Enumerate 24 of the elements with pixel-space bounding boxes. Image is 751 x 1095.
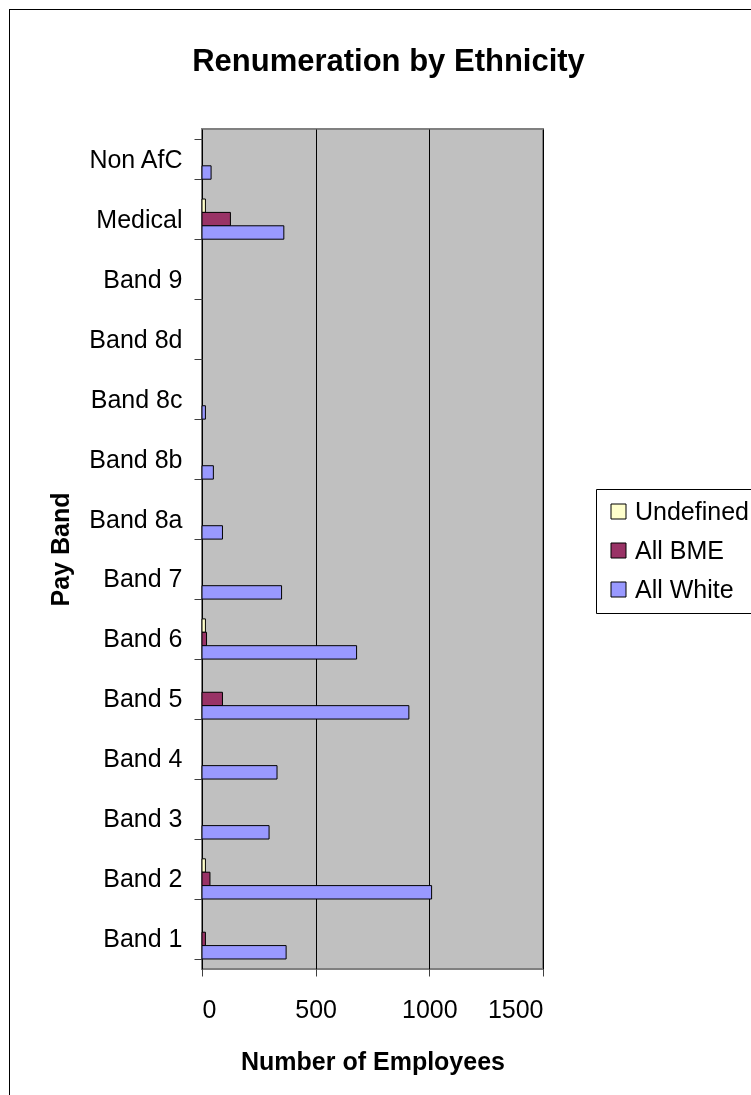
y-tick-label: Band 9 [103,264,183,293]
legend-label: Undefined [635,496,749,525]
x-axis-title: Number of Employees [241,1046,505,1075]
x-tick-label: 1000 [402,994,458,1023]
y-tick-label: Band 3 [103,804,183,833]
y-tick-label: Non AfC [89,144,183,173]
x-tick-label: 0 [202,994,217,1023]
y-tick-label: Band 8c [90,384,183,413]
x-tick-label: 1500 [487,994,544,1023]
y-tick-label: Band 4 [103,744,183,773]
y-tick-label: Band 6 [103,624,183,653]
y-tick-label: Band 1 [103,924,183,953]
y-axis-title: Pay Band [45,492,74,607]
chart-title: Renumeration by Ethnicity [192,43,586,78]
y-tick-label: Medical [96,204,183,233]
y-tick-label: Band 8b [89,444,183,473]
y-tick-label: Band 5 [103,684,183,713]
legend-label: All BME [635,535,724,564]
y-tick-label: Band 8d [89,324,183,353]
y-tick-label: Band 7 [103,564,183,593]
y-tick-label: Band 2 [103,864,183,893]
legend-label: All White [635,574,734,603]
y-tick-label: Band 8a [89,504,183,533]
x-tick-label: 500 [295,994,338,1023]
